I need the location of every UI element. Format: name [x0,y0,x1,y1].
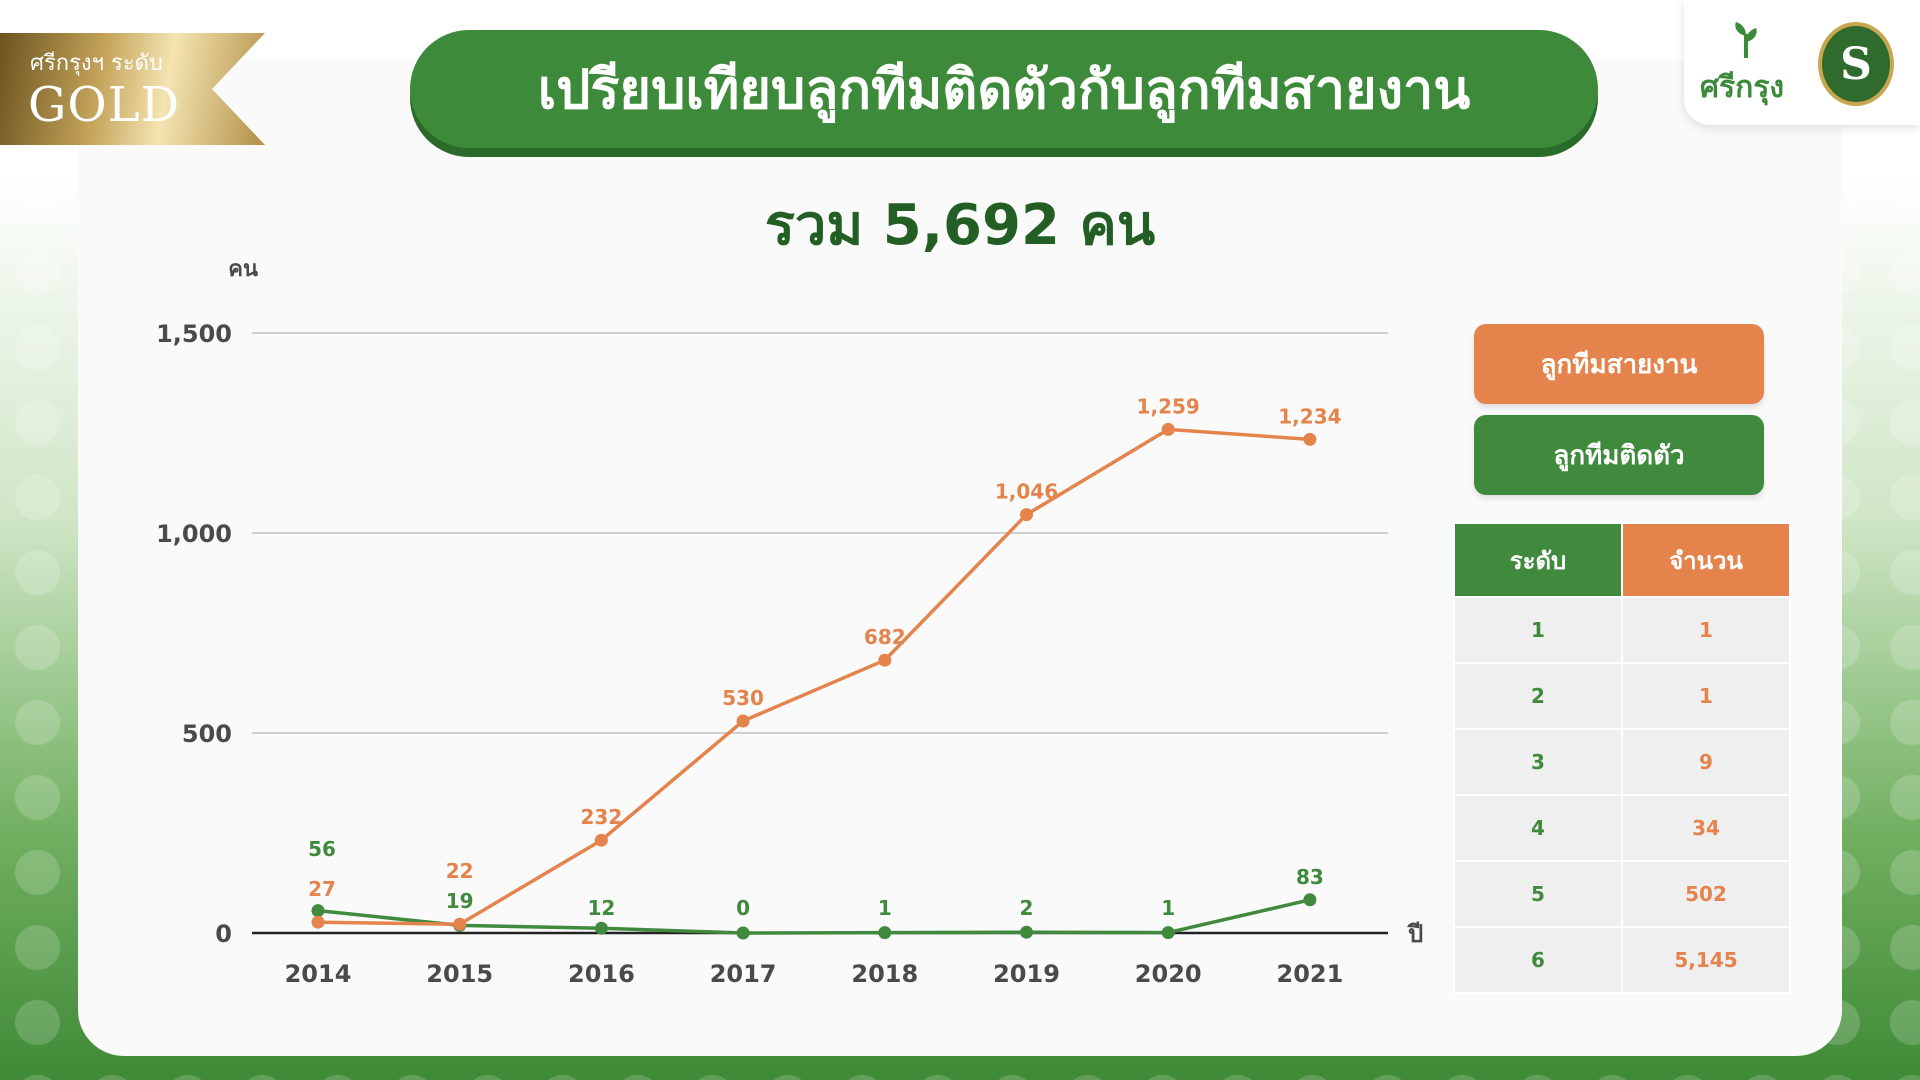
count-cell: 1 [1621,662,1791,730]
title-banner: เปรียบเทียบลูกทีมติดตัวกับลูกทีมสายงาน [410,30,1598,148]
data-point [878,926,892,940]
count-cell: 502 [1621,860,1791,928]
count-cell: 34 [1621,794,1791,862]
page-title: เปรียบเทียบลูกทีมติดตัวกับลูกทีมสายงาน [537,58,1471,121]
data-point [453,917,467,931]
data-label-orange: 682 [864,625,906,649]
data-point [736,926,750,940]
x-tick-label: 2014 [285,960,352,988]
level-cell: 2 [1453,662,1623,730]
x-tick-label: 2015 [426,960,493,988]
level-cell: 6 [1453,926,1623,994]
x-tick-label: 2016 [568,960,635,988]
data-point [1020,508,1033,522]
data-label-green: 12 [587,896,615,920]
data-point [736,714,750,728]
y-tick-label: 500 [182,720,232,748]
sprout-icon [1735,22,1757,58]
level-cell: 3 [1453,728,1623,796]
data-point [594,921,608,935]
count-cell: 9 [1621,728,1791,796]
badge-big-text: GOLD [28,77,181,133]
x-tick-label: 2021 [1277,960,1344,988]
data-point [1303,432,1317,446]
data-label-green: 83 [1296,865,1324,889]
data-point [1161,926,1175,940]
data-point [1303,893,1317,907]
data-point [1020,925,1033,939]
total-summary: รวม 5,692 คน [764,193,1156,258]
brand-name: ศรีกรุง [1700,70,1785,105]
data-point [311,915,325,929]
series-line-orange [317,427,1311,926]
data-label-orange: 1,259 [1137,394,1200,418]
x-tick-label: 2020 [1135,960,1202,988]
data-label-orange: 232 [581,805,623,829]
table-row: 6 5,145 [1453,926,1791,994]
x-tick-label: 2018 [851,960,918,988]
table-header-row: ระดับ จำนวน [1453,522,1791,598]
data-label-orange: 1,046 [995,480,1058,504]
data-label-green: 1 [1161,896,1175,920]
level-cell: 4 [1453,794,1623,862]
data-point [594,833,608,847]
y-tick-label: 0 [215,920,232,948]
seal-letter: S [1840,38,1872,90]
legend-series-green: ลูกทีมติดตัว [1474,415,1764,495]
level-cell: 1 [1453,596,1623,664]
y-tick-label: 1,500 [156,320,232,348]
count-cell: 5,145 [1621,926,1791,994]
legend-label-orange: ลูกทีมสายงาน [1540,349,1698,380]
header-count: จำนวน [1621,522,1791,598]
legend-label-green: ลูกทีมติดตัว [1553,440,1685,471]
level-cell: 5 [1453,860,1623,928]
data-label-green: 0 [736,896,750,920]
data-label-green: 1 [878,896,892,920]
data-point [878,653,892,667]
data-label-orange: 22 [446,859,474,883]
header-level: ระดับ [1453,522,1623,598]
x-axis-title: ปี [1407,920,1423,948]
x-tick-label: 2019 [993,960,1060,988]
y-axis-title: คน [228,257,258,282]
table-row: 4 34 [1453,794,1791,862]
data-label-orange: 530 [722,686,764,710]
series-line-green [317,898,1311,935]
brand-seal-icon: S [1818,22,1894,106]
count-cell: 1 [1621,596,1791,664]
y-tick-label: 1,000 [156,520,232,548]
data-point [1161,422,1175,436]
legend-series-orange: ลูกทีมสายงาน [1474,324,1764,404]
data-label-green: 2 [1020,896,1034,920]
data-label-green: 19 [446,889,474,913]
badge-small-text: ศรีกรุงฯ ระดับ [30,51,163,76]
data-label-orange: 1,234 [1278,404,1341,428]
data-label-orange: 27 [308,877,336,901]
data-point [311,904,325,918]
x-tick-label: 2017 [710,960,777,988]
data-label-green: 56 [308,837,336,861]
table-row: 5 502 [1453,860,1791,928]
